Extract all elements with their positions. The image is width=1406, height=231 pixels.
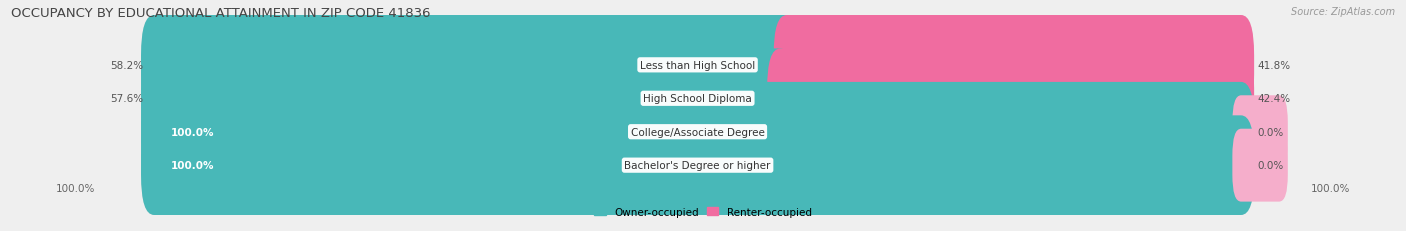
Text: OCCUPANCY BY EDUCATIONAL ATTAINMENT IN ZIP CODE 41836: OCCUPANCY BY EDUCATIONAL ATTAINMENT IN Z… bbox=[11, 7, 430, 20]
FancyBboxPatch shape bbox=[768, 49, 1254, 149]
Text: 0.0%: 0.0% bbox=[1257, 127, 1284, 137]
Text: Less than High School: Less than High School bbox=[640, 61, 755, 70]
Text: 58.2%: 58.2% bbox=[110, 61, 143, 70]
FancyBboxPatch shape bbox=[141, 49, 1254, 149]
FancyBboxPatch shape bbox=[141, 82, 1254, 182]
FancyBboxPatch shape bbox=[1233, 129, 1288, 202]
FancyBboxPatch shape bbox=[141, 82, 1254, 182]
Text: 100.0%: 100.0% bbox=[170, 127, 214, 137]
Text: 100.0%: 100.0% bbox=[170, 161, 214, 170]
Text: 42.4%: 42.4% bbox=[1257, 94, 1291, 104]
Text: 100.0%: 100.0% bbox=[1310, 183, 1350, 193]
Text: College/Associate Degree: College/Associate Degree bbox=[631, 127, 765, 137]
FancyBboxPatch shape bbox=[141, 116, 1254, 215]
Text: High School Diploma: High School Diploma bbox=[643, 94, 752, 104]
FancyBboxPatch shape bbox=[141, 16, 1254, 115]
Text: 41.8%: 41.8% bbox=[1257, 61, 1291, 70]
Text: 57.6%: 57.6% bbox=[110, 94, 143, 104]
Legend: Owner-occupied, Renter-occupied: Owner-occupied, Renter-occupied bbox=[595, 207, 811, 217]
FancyBboxPatch shape bbox=[141, 16, 800, 115]
FancyBboxPatch shape bbox=[141, 49, 793, 149]
Text: 100.0%: 100.0% bbox=[56, 183, 96, 193]
Text: Bachelor's Degree or higher: Bachelor's Degree or higher bbox=[624, 161, 770, 170]
Text: 0.0%: 0.0% bbox=[1257, 161, 1284, 170]
FancyBboxPatch shape bbox=[773, 16, 1254, 115]
FancyBboxPatch shape bbox=[1233, 96, 1288, 168]
FancyBboxPatch shape bbox=[141, 116, 1254, 215]
Text: Source: ZipAtlas.com: Source: ZipAtlas.com bbox=[1291, 7, 1395, 17]
